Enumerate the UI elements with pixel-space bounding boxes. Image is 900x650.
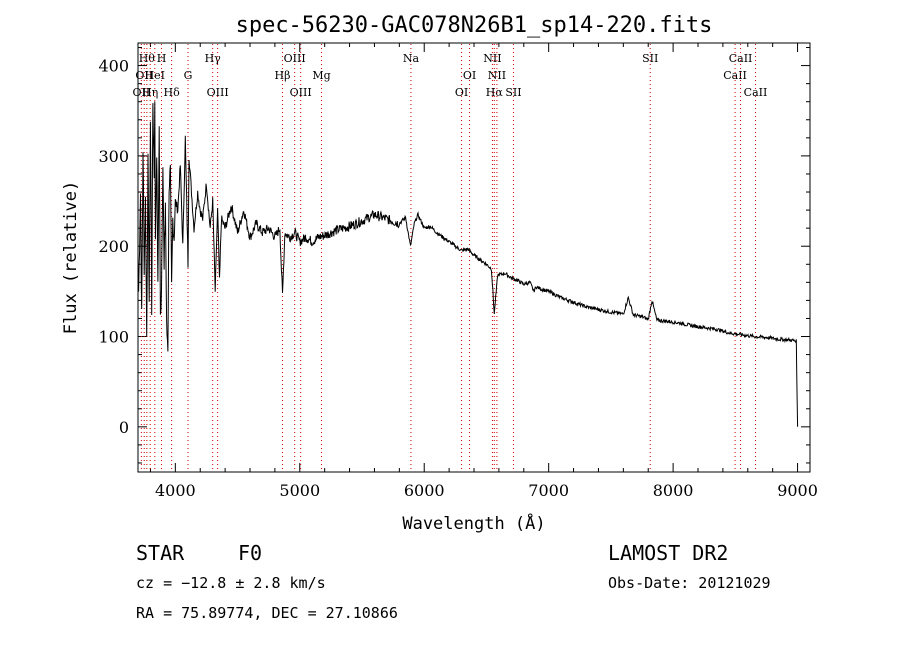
line-marker-label: Hη [142,86,158,99]
survey-label: LAMOST DR2 [608,541,729,565]
line-marker-label: OIII [290,86,312,99]
x-tick-label: 6000 [404,481,445,500]
line-marker-label: OI [455,86,468,99]
x-tick-label: 9000 [777,481,818,500]
x-tick-label: 8000 [653,481,694,500]
line-marker-label: G [184,69,193,82]
line-marker-label: OIII [207,86,229,99]
y-tick-label: 400 [98,57,129,76]
redshift-label: cz = −12.8 ± 2.8 km/s [136,574,326,592]
line-marker-label: SII [642,52,658,65]
coordinates-label: RA = 75.89774, DEC = 27.10866 [136,604,398,622]
line-marker-label: Hα [486,86,504,99]
spectrum-line [138,101,799,427]
x-tick-label: 5000 [279,481,320,500]
line-marker-label: CaII [729,52,753,65]
line-marker-label: CaII [744,86,768,99]
y-tick-label: 100 [98,328,129,347]
line-marker-label: OI [463,69,476,82]
line-marker-label: NII [483,52,501,65]
plot-frame [137,42,811,473]
line-marker-label: SII [505,86,521,99]
x-tick-label: 4000 [155,481,196,500]
object-class: STAR [136,541,185,565]
line-marker-label: Hδ [163,86,180,99]
line-marker-label: OII [135,69,153,82]
x-axis-label: Wavelength (Å) [402,512,545,534]
line-marker-label: H [157,52,167,65]
object-subclass: F0 [238,541,263,565]
obs-date-label: Obs-Date: 20121029 [608,574,771,592]
x-tick-label: 7000 [528,481,569,500]
line-marker-label: Mg [312,69,330,82]
y-tick-label: 300 [98,147,129,166]
line-marker-label: CaII [723,69,747,82]
chart-title: spec-56230-GAC078N26B1_sp14-220.fits [236,13,713,38]
line-marker-label: NII [488,69,506,82]
y-axis-label: Flux (relative) [61,181,81,335]
y-tick-label: 200 [98,237,129,256]
line-marker-label: OIII [284,52,306,65]
y-tick-label: 0 [119,418,129,437]
line-marker-label: OII [133,86,151,99]
line-marker-label: Hβ [275,69,291,82]
line-marker-label: Hθ [139,52,156,65]
line-marker-label: Na [403,52,420,65]
line-marker-label: Hγ [205,52,222,65]
line-marker-label: HeI [145,69,165,82]
